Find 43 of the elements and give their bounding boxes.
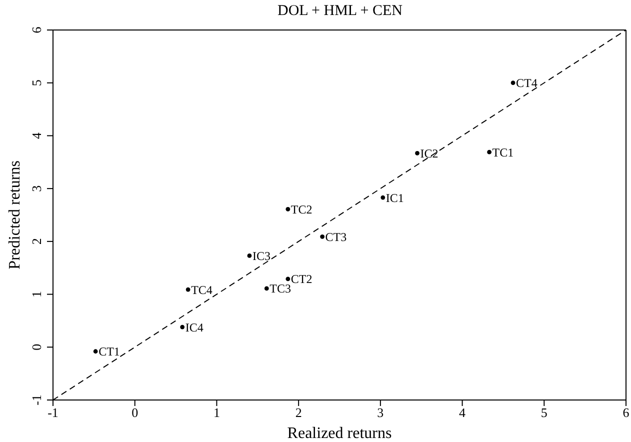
annotation: IC2 <box>420 146 438 160</box>
annotation: CT1 <box>98 344 120 359</box>
x-tick-label: 6 <box>622 405 630 420</box>
annotation: CT3 <box>325 230 347 244</box>
y-tick-label: 2 <box>29 238 44 245</box>
point <box>487 150 492 154</box>
point <box>186 287 190 292</box>
x-axis-title: Realized returns <box>287 425 392 442</box>
point <box>93 349 98 354</box>
annotation: CT4 <box>516 76 538 90</box>
point <box>286 206 290 212</box>
x-tick-label: 4 <box>459 405 466 420</box>
point <box>247 254 252 258</box>
annotation: TC3 <box>270 282 291 296</box>
annotation: TC2 <box>290 202 312 216</box>
x-tick-label: -1 <box>48 405 58 420</box>
point <box>320 234 325 239</box>
x-tick-label: 0 <box>132 405 138 420</box>
annotation: CT2 <box>290 272 312 286</box>
point <box>415 150 420 156</box>
annotation: IC1 <box>386 190 404 205</box>
y-tick-label: 4 <box>29 132 44 139</box>
y-tick-label: 5 <box>29 80 44 86</box>
y-tick-label: 1 <box>29 291 44 298</box>
annotation: TC4 <box>191 282 212 297</box>
x-tick-label: 3 <box>377 405 384 420</box>
x-tick-label: 2 <box>295 405 302 420</box>
annotation: IC4 <box>185 320 204 334</box>
point <box>510 80 516 86</box>
annotation: TC1 <box>492 145 514 160</box>
y-tick-label: 3 <box>29 185 44 192</box>
point <box>264 286 269 291</box>
chart-title: DOL + HML + CEN <box>276 3 404 20</box>
y-tick-label: 6 <box>29 26 44 34</box>
annotation: IC3 <box>252 248 270 263</box>
y-tick-label: 0 <box>29 344 44 350</box>
x-tick-label: 5 <box>540 405 548 420</box>
y-axis-title: Predicted returns <box>6 160 24 270</box>
point <box>380 195 386 200</box>
y-tick-label: -1 <box>29 394 44 406</box>
point <box>286 276 290 282</box>
point <box>180 324 185 330</box>
x-tick-label: 1 <box>213 405 220 420</box>
